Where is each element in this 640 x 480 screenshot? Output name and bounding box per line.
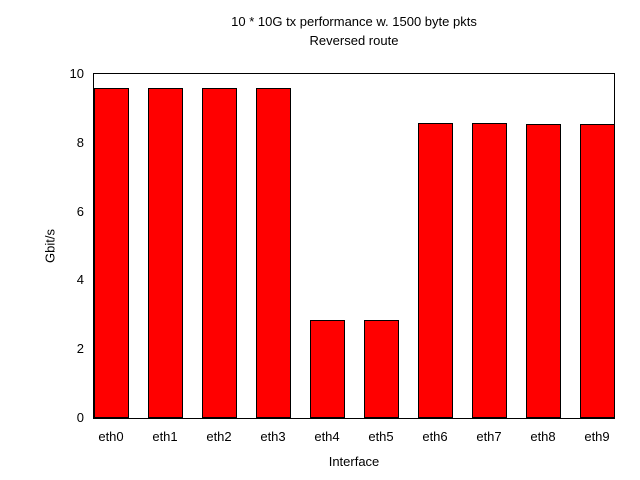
bar-eth2: [202, 88, 237, 418]
bar-eth6: [418, 123, 453, 418]
bar-eth0: [94, 88, 129, 418]
x-tick-label-eth8: eth8: [530, 429, 556, 444]
chart-title-line-2: Reversed route: [309, 33, 399, 48]
bar-eth5: [364, 320, 399, 418]
bar-eth1: [148, 88, 183, 418]
x-tick-label-eth5: eth5: [368, 429, 394, 444]
x-tick-label-eth4: eth4: [314, 429, 340, 444]
x-axis-label: Interface: [328, 454, 380, 469]
x-tick-label-eth9: eth9: [584, 429, 610, 444]
y-tick-label-10: 10: [69, 66, 84, 81]
y-tick-label-8: 8: [76, 134, 84, 150]
bar-eth4: [310, 320, 345, 418]
bar-eth8: [526, 124, 561, 418]
x-tick-label-eth7: eth7: [476, 429, 502, 444]
bar-eth9: [580, 124, 614, 418]
x-tick-label-eth1: eth1: [152, 429, 178, 444]
y-tick-label-4: 4: [76, 272, 84, 288]
y-tick-label-2: 2: [76, 341, 84, 357]
x-tick-label-eth6: eth6: [422, 429, 448, 444]
y-tick-label-0: 0: [76, 410, 84, 425]
bar-eth3: [256, 88, 291, 418]
x-tick-label-eth0: eth0: [98, 429, 124, 444]
y-tick-label-6: 6: [76, 203, 84, 219]
bar-eth7: [472, 123, 507, 418]
x-tick-label-eth2: eth2: [206, 429, 232, 444]
plot-area: [93, 73, 615, 419]
chart-title-line-1: 10 * 10G tx performance w. 1500 byte pkt…: [231, 14, 477, 29]
y-axis-label: Gbit/s: [42, 229, 58, 263]
x-tick-label-eth3: eth3: [260, 429, 286, 444]
